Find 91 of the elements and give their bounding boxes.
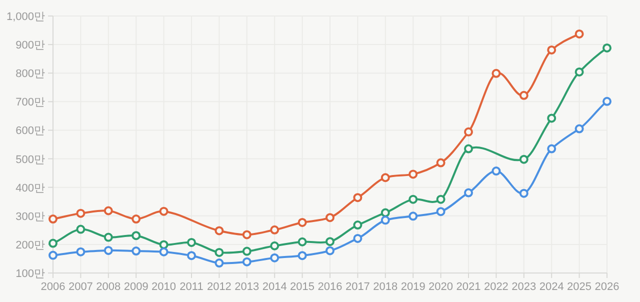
- x-tick-label: 2015: [290, 281, 315, 293]
- x-tick-label: 2011: [180, 281, 204, 293]
- y-tick-label: 600만: [16, 125, 45, 138]
- point: [380, 208, 390, 218]
- point: [436, 158, 446, 168]
- x-tick-label: 2012: [206, 281, 232, 293]
- x-tick-label: 2019: [400, 281, 426, 293]
- y-tick-label: 1,000만: [6, 11, 45, 23]
- point: [48, 214, 58, 224]
- point: [159, 206, 168, 216]
- point: [270, 253, 280, 262]
- x-tick-label: 2024: [539, 281, 564, 293]
- point: [132, 246, 141, 256]
- point: [76, 247, 86, 256]
- point: [48, 250, 58, 260]
- x-tick-label: 2007: [68, 281, 93, 293]
- point: [408, 212, 418, 221]
- x-tick-label: 2022: [484, 281, 508, 293]
- y-tick-label: 900만: [16, 40, 45, 52]
- x-tick-label: 2013: [234, 281, 260, 293]
- point: [326, 213, 334, 222]
- point: [408, 194, 418, 204]
- point: [574, 124, 584, 134]
- point: [464, 144, 473, 154]
- point: [104, 206, 113, 216]
- point: [104, 246, 113, 255]
- point: [214, 226, 224, 236]
- point: [353, 193, 362, 202]
- point: [242, 257, 252, 266]
- point: [602, 43, 612, 52]
- point: [380, 216, 390, 225]
- x-tick-label: 2017: [345, 281, 370, 293]
- point: [380, 173, 390, 182]
- point: [270, 241, 280, 250]
- x-tick-label: 2018: [373, 281, 398, 293]
- y-tick-label: 800만: [16, 68, 45, 80]
- point: [132, 231, 141, 240]
- x-tick-label: 2014: [262, 281, 287, 293]
- point: [132, 214, 141, 224]
- point: [547, 114, 556, 123]
- y-tick-label: 200만: [16, 239, 45, 252]
- point: [326, 246, 334, 256]
- point: [326, 237, 334, 246]
- point: [436, 194, 446, 204]
- point: [547, 144, 556, 154]
- point: [76, 208, 86, 218]
- point: [492, 68, 501, 78]
- point: [187, 238, 196, 247]
- point: [298, 218, 307, 227]
- point: [547, 45, 556, 54]
- point: [436, 207, 446, 216]
- point: [298, 251, 307, 260]
- x-tick-label: 2023: [512, 281, 536, 293]
- y-tick-label: 500만: [16, 154, 45, 166]
- point: [242, 246, 252, 256]
- x-tick-label: 2026: [594, 281, 620, 293]
- point: [214, 258, 224, 268]
- point: [408, 170, 418, 179]
- point: [574, 29, 584, 38]
- point: [214, 248, 224, 257]
- point: [519, 188, 528, 198]
- point: [464, 188, 473, 198]
- y-tick-label: 700만: [16, 96, 45, 109]
- point: [187, 251, 196, 260]
- point: [159, 247, 168, 256]
- x-tick-label: 2010: [152, 281, 176, 293]
- point: [519, 154, 528, 164]
- y-tick-label: 300만: [16, 210, 45, 223]
- x-tick-label: 2008: [96, 281, 121, 293]
- y-tick-label: 400만: [16, 182, 45, 194]
- point: [353, 220, 362, 230]
- point: [159, 240, 168, 250]
- point: [464, 127, 473, 136]
- y-tick-label: 100만: [16, 268, 45, 280]
- x-tick-label: 2025: [567, 281, 592, 293]
- point: [242, 230, 252, 240]
- x-tick-label: 2006: [40, 281, 66, 293]
- x-tick-label: 2021: [456, 281, 481, 293]
- point: [519, 90, 528, 100]
- x-tick-label: 2020: [428, 281, 454, 293]
- point: [574, 67, 584, 76]
- point: [492, 166, 501, 176]
- point: [270, 225, 280, 234]
- point: [76, 224, 86, 234]
- point: [104, 232, 113, 242]
- point: [353, 234, 362, 243]
- x-tick-label: 2016: [318, 281, 342, 293]
- point: [602, 96, 612, 106]
- point: [298, 237, 307, 246]
- point: [48, 238, 58, 248]
- x-tick-label: 2009: [124, 281, 148, 293]
